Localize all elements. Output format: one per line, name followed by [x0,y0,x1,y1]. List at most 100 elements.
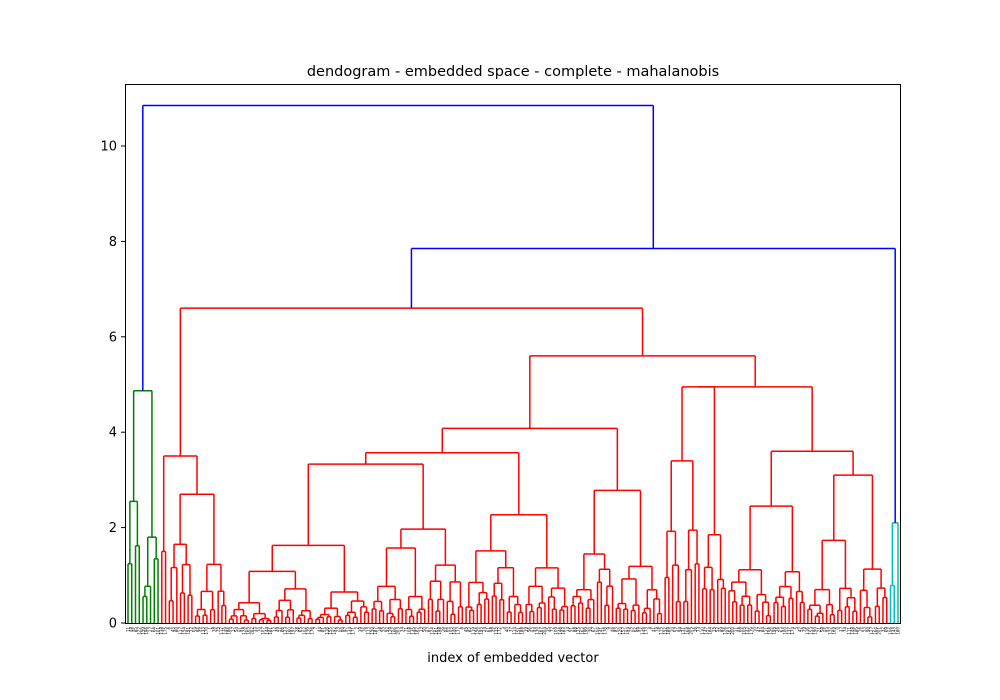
leaf-label: 28 [294,627,299,633]
leaf-label: 170 [204,627,209,635]
leaf-label: 18 [377,627,382,633]
leaf-label: 89 [719,627,724,633]
leaf-label: 57 [674,627,679,633]
leaf-label: 101 [155,627,160,635]
leaf-label: 43 [170,627,175,633]
leaf-label: 86 [279,627,284,633]
leaf-label: 143 [892,627,897,635]
leaf-label: 173 [644,627,649,635]
leaf-label: 131 [681,627,686,635]
leaf-label: 11 [125,627,130,633]
leaf-label: 154 [182,627,187,635]
leaf-label: 10 [753,627,758,633]
leaf-label: 160 [287,627,292,635]
leaf-label: 61 [486,627,491,633]
leaf-label: 138 [159,627,164,635]
leaf-label: 0 [835,627,840,630]
leaf-label: 191 [185,627,190,635]
leaf-label: 40 [505,627,510,633]
y-tick-label: 10 [100,140,117,155]
leaf-label: 74 [843,627,848,633]
leaf-label: 99 [636,627,641,633]
leaf-label: 181 [268,627,273,635]
leaf-label: 203 [396,627,401,635]
leaf-label: 136 [640,627,645,635]
leaf-label: 1 [208,627,213,630]
leaf-label: 164 [873,627,878,635]
leaf-label: 199 [584,627,589,635]
leaf-label: 205 [689,627,694,635]
leaf-label: 190 [813,627,818,635]
leaf-label: 82 [467,627,472,633]
leaf-label: 111 [846,627,851,635]
leaf-label: 75 [215,627,220,633]
dendrogram-links [127,104,899,623]
y-tick-label: 4 [109,426,117,441]
leaf-label: 117 [178,627,183,635]
leaf-label: 193 [478,627,483,635]
leaf-label: 71 [403,627,408,633]
leaf-label: 156 [475,627,480,635]
chart-title: dendogram - embedded space - complete - … [307,64,719,80]
leaf-label: 45 [463,627,468,633]
leaf-label: 55 [381,627,386,633]
leaf-label: 93 [531,627,536,633]
leaf-label: 165 [245,627,250,635]
leaf-label: 62 [632,627,637,633]
leaf-label: 116 [805,627,810,635]
leaf-label: 4 [647,627,652,630]
leaf-label: 52 [715,627,720,633]
leaf-label: 65 [298,627,303,633]
leaf-label: 178 [602,627,607,635]
leaf-label: 7 [313,627,318,630]
leaf-label: 124 [430,627,435,635]
leaf-label: 110 [700,627,705,635]
leaf-label: 69 [884,627,889,633]
leaf-label: 31 [734,627,739,633]
leaf-label: 137 [786,627,791,635]
leaf-label: 126 [723,627,728,635]
leaf-label: 21 [816,627,821,633]
leaf-label: 155 [328,627,333,635]
leaf-label: 125 [576,627,581,635]
leaf-label: 59 [193,627,198,633]
leaf-label: 177 [456,627,461,635]
leaf-label: 188 [520,627,525,635]
leaf-label: 179 [749,627,754,635]
leaf-label: 201 [877,627,882,635]
leaf-label: 53 [861,627,866,633]
y-tick-label: 6 [109,330,117,345]
leaf-label: 157 [621,627,626,635]
x-axis-label: index of embedded vector [427,651,599,666]
leaf-label: 85 [133,627,138,633]
leaf-label: 36 [692,627,697,633]
leaf-label: 20 [670,627,675,633]
leaf-label: 37 [839,627,844,633]
leaf-label: 58 [820,627,825,633]
leaf-label: 88 [572,627,577,633]
leaf-label: 92 [384,627,389,633]
leaf-label: 118 [324,627,329,635]
leaf-label: 102 [302,627,307,635]
leaf-label: 128 [242,627,247,635]
leaf-label: 112 [219,627,224,635]
leaf-label: 54 [234,627,239,633]
leaf-label: 51 [569,627,574,633]
leaf-label: 47 [756,627,761,633]
leaf-label: 180 [895,627,900,635]
y-tick-label: 8 [109,235,117,250]
leaf-label: 50 [422,627,427,633]
leaf-label: 95 [824,627,829,633]
leaf-label: 25 [629,627,634,633]
leaf-label: 130 [535,627,540,635]
leaf-label: 144 [264,627,269,635]
leaf-label: 79 [801,627,806,633]
leaf-label: 63 [779,627,784,633]
leaf-label: 153 [809,627,814,635]
leaf-label: 35 [546,627,551,633]
leaf-label: 12 [272,627,277,633]
leaf-label: 72 [550,627,555,633]
leaf-label: 148 [850,627,855,635]
leaf-label: 77 [508,627,513,633]
